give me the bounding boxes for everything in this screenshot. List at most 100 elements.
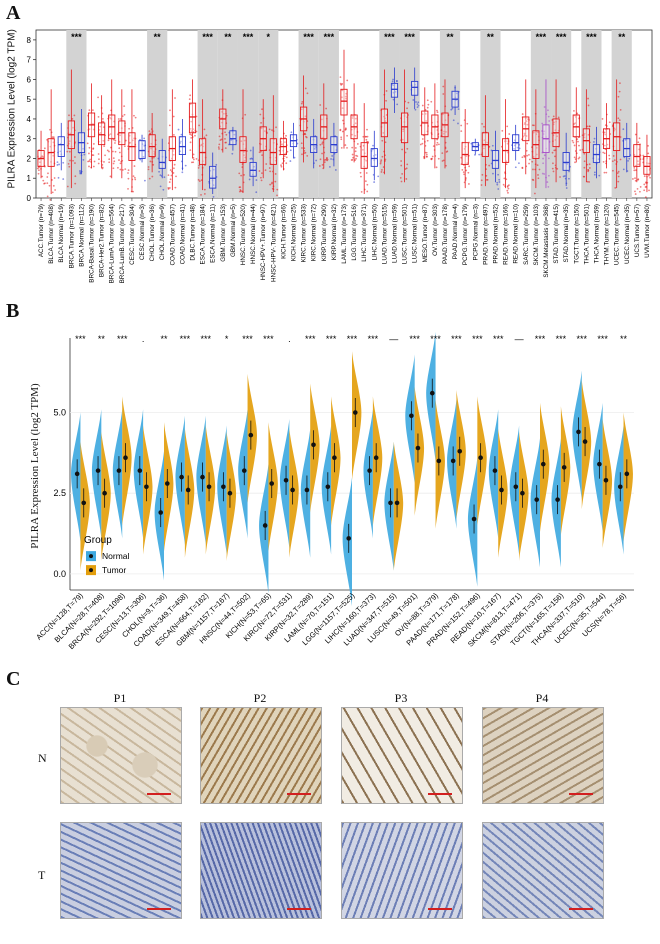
median-dot-normal [325, 484, 331, 490]
jitter-point [212, 195, 215, 198]
x-tick-label: ACC.Tumor (n=79) [38, 204, 45, 257]
significance-mark: *** [347, 334, 358, 344]
jitter-point [583, 160, 586, 163]
jitter-point [365, 172, 368, 174]
jitter-point [351, 158, 354, 161]
x-tick-label: HNSC.Normal (n=44) [250, 204, 257, 264]
jitter-point [174, 186, 177, 189]
jitter-point [69, 132, 72, 135]
jitter-point [432, 145, 435, 148]
jitter-point [359, 171, 362, 174]
jitter-point [239, 188, 242, 191]
jitter-point [169, 169, 172, 171]
jitter-point [601, 118, 604, 120]
jitter-point [334, 169, 337, 171]
jitter-point [587, 97, 589, 100]
median-dot-normal [304, 487, 310, 493]
jitter-point [401, 173, 404, 175]
median-dot-tumor [457, 448, 463, 454]
ihc-image-p1-tumor [60, 822, 182, 919]
box-iqr [461, 142, 469, 165]
jitter-point [588, 167, 591, 169]
y-tick-label: 1 [27, 174, 32, 183]
jitter-point [468, 165, 471, 168]
jitter-point [200, 179, 203, 182]
jitter-point [485, 174, 488, 177]
jitter-point [365, 159, 368, 162]
violin-tumor-half [101, 431, 111, 561]
significance-mark: *** [404, 32, 415, 42]
jitter-point [170, 174, 173, 177]
jitter-point [153, 150, 156, 153]
jitter-point [421, 104, 424, 107]
jitter-point [634, 190, 636, 193]
jitter-point [222, 112, 225, 115]
violin-tumor-half [247, 373, 257, 503]
box-iqr [209, 165, 217, 189]
jitter-point [119, 134, 122, 137]
jitter-point [574, 161, 576, 164]
jitter-point [109, 133, 112, 135]
jitter-point [407, 101, 410, 104]
jitter-point [285, 134, 287, 137]
x-tick-label: READ.Normal (n=10) [513, 204, 520, 264]
ihc-col-p1: P1 [113, 691, 127, 705]
median-dot-normal [137, 468, 143, 473]
jitter-point [602, 151, 605, 154]
jitter-point [148, 177, 151, 180]
jitter-point [507, 187, 510, 190]
jitter-point [274, 173, 277, 175]
shaded-group-bg [530, 30, 552, 198]
x-tick-label: PRAD.Normal (n=52) [492, 204, 499, 264]
jitter-point [593, 137, 596, 140]
jitter-point [321, 164, 324, 166]
median-dot-normal [283, 477, 289, 483]
jitter-point [268, 167, 271, 169]
jitter-point [425, 153, 428, 156]
panel-b-violin: 0.02.55.0***ACC(N=128,T=79)**BLCA(N=28,T… [34, 331, 634, 651]
jitter-point [538, 168, 541, 171]
median-dot-tumor [123, 455, 128, 461]
jitter-point [331, 155, 334, 157]
jitter-point [506, 189, 509, 192]
ihc-row-n: N [38, 751, 47, 765]
jitter-point [405, 167, 408, 170]
x-tick-label: UCEC.Normal (n=35) [624, 204, 631, 264]
jitter-point [268, 128, 271, 131]
jitter-point [205, 134, 208, 137]
jitter-point [593, 171, 596, 174]
violin-normal-half [363, 409, 373, 539]
jitter-point [532, 131, 535, 134]
jitter-point [98, 158, 100, 161]
jitter-point [498, 181, 501, 183]
jitter-point [553, 121, 556, 124]
violin-tumor-half [393, 441, 404, 571]
jitter-point [341, 107, 344, 110]
jitter-point [128, 127, 131, 130]
violin-normal-half [175, 415, 185, 545]
jitter-point [634, 177, 636, 180]
y-tick-label: 3 [27, 135, 32, 144]
jitter-point [127, 177, 130, 180]
jitter-point [648, 174, 650, 177]
jitter-point [304, 151, 307, 154]
jitter-point [321, 152, 323, 155]
jitter-point [537, 174, 539, 176]
jitter-point [255, 191, 258, 194]
x-tick-label: BRCA-Basal.Tumor (n=190) [89, 204, 96, 283]
jitter-point [366, 190, 369, 193]
jitter-point [496, 183, 499, 186]
panel-a-letter: A [6, 2, 21, 24]
significance-mark: *** [556, 334, 567, 344]
jitter-point [46, 176, 49, 178]
ihc-image-p4-tumor [482, 822, 604, 919]
jitter-point [169, 109, 171, 112]
box-iqr [623, 138, 631, 157]
x-tick-label: KICH.Tumor (n=66) [280, 204, 287, 259]
jitter-point [118, 159, 120, 161]
significance-mark: *** [384, 32, 395, 42]
jitter-point [127, 188, 129, 190]
jitter-point [189, 149, 192, 152]
jitter-point [543, 106, 546, 108]
jitter-point [260, 127, 263, 130]
